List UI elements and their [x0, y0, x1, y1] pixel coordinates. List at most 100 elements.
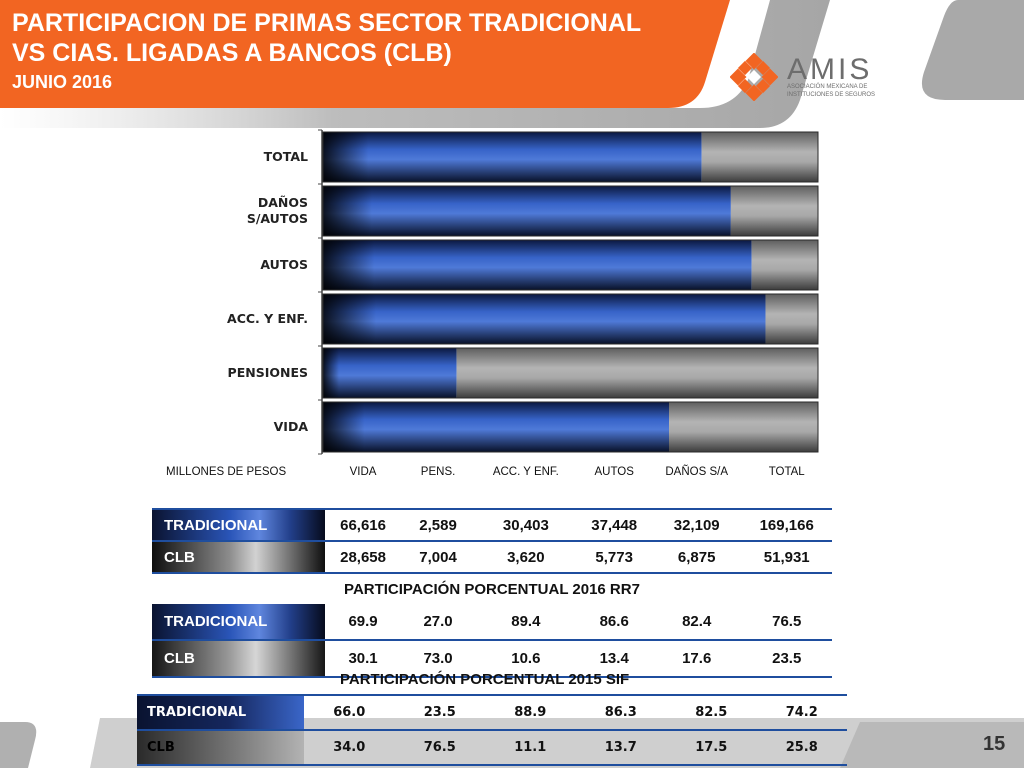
sif-table: TRADICIONAL 66.0 23.5 88.9 86.3 82.5 74.…: [137, 694, 847, 766]
table-cell: 82.5: [666, 694, 757, 731]
table-cell: 66.0: [304, 694, 395, 731]
table-cell: 82.4: [651, 604, 742, 641]
y-tick-label: TOTAL: [180, 149, 308, 165]
table-cell: 25.8: [756, 729, 847, 766]
bar-segment: [323, 294, 766, 344]
logo-name: AMIS: [787, 53, 873, 86]
bar-segment: [701, 132, 818, 182]
table-cell: 17.6: [651, 640, 742, 678]
table-cell: 73.0: [400, 640, 476, 678]
row-label-clb: CLB: [137, 729, 304, 766]
table-cell: 51,931: [741, 541, 832, 574]
page-title: PARTICIPACION DE PRIMAS SECTOR TRADICION…: [12, 8, 641, 68]
y-tick-label: ACC. Y ENF.: [180, 311, 308, 327]
bar-segment: [751, 240, 818, 290]
bar-segment-shade: [323, 132, 702, 182]
table-header-cell: VIDA: [325, 458, 401, 510]
table-cell: 10.6: [475, 640, 577, 678]
y-tick-label: AUTOS: [180, 257, 308, 273]
table-cell: 6,875: [651, 541, 742, 574]
logo-tagline-line-2: INSTITUCIONES DE SEGUROS: [787, 92, 876, 98]
table-header-cell: TOTAL: [741, 458, 832, 510]
title-line-2: VS CIAS. LIGADAS A BANCOS (CLB): [12, 39, 452, 67]
bar-segment: [323, 132, 702, 182]
bar-segment-shade: [323, 402, 670, 452]
table-row: CLB 34.0 76.5 11.1 13.7 17.5 25.8: [137, 729, 847, 766]
bar-segment: [765, 294, 818, 344]
sif-section-title: PARTICIPACIÓN PORCENTUAL 2015 SIF: [340, 671, 630, 688]
amis-logo: AMIS ASOCIACIÓN MEXICANA DE INSTITUCIONE…: [730, 53, 880, 101]
y-tick-label-line: ACC. Y ENF.: [227, 311, 308, 326]
table-cell: 27.0: [400, 604, 476, 641]
bar-segment-shade: [323, 294, 766, 344]
table-row: TRADICIONAL 66.0 23.5 88.9 86.3 82.5 74.…: [137, 694, 847, 731]
table-header-cell: DAÑOS S/A: [651, 458, 742, 510]
title-line-1: PARTICIPACION DE PRIMAS SECTOR TRADICION…: [12, 9, 642, 37]
y-tick-label: DAÑOS S/AUTOS: [180, 195, 308, 227]
table-cell: 66,616: [325, 509, 401, 542]
table-section-title-row: PARTICIPACIÓN PORCENTUAL 2016 RR7: [152, 573, 832, 604]
bar-segment: [730, 186, 818, 236]
bar-outline: [322, 401, 819, 453]
table-cell: 28,658: [325, 541, 401, 574]
row-label-tradicional: TRADICIONAL: [152, 604, 326, 641]
table-cell: 76.5: [741, 604, 832, 641]
table-cell: 86.3: [575, 694, 666, 731]
table-header-row: MILLONES DE PESOS VIDA PENS. ACC. Y ENF.…: [152, 458, 832, 510]
bar-segment: [323, 402, 670, 452]
table-cell: 5,773: [576, 541, 652, 574]
table-cell: 13.4: [576, 640, 652, 678]
row-label-tradicional: TRADICIONAL: [137, 694, 304, 731]
row-label-clb: CLB: [152, 541, 326, 574]
table-cell: 11.1: [485, 729, 576, 766]
row-label-clb: CLB: [152, 640, 326, 678]
table-row: TRADICIONAL 66,616 2,589 30,403 37,448 3…: [152, 509, 832, 542]
bar-outline: [322, 347, 819, 399]
y-tick-label: PENSIONES: [180, 365, 308, 381]
bar-outline: [322, 131, 819, 183]
table-cell: 76.5: [394, 729, 485, 766]
page-subtitle: JUNIO 2016: [12, 72, 113, 92]
table-cell: 88.9: [485, 694, 576, 731]
primas-table: MILLONES DE PESOS VIDA PENS. ACC. Y ENF.…: [152, 458, 832, 678]
table-row: CLB 28,658 7,004 3,620 5,773 6,875 51,93…: [152, 541, 832, 574]
bar-segment-shade: [323, 348, 457, 398]
table-cell: 23.5: [394, 694, 485, 731]
bar-segment: [456, 348, 818, 398]
logo-tagline-line-1: ASOCIACIÓN MEXICANA DE: [787, 84, 868, 90]
table-cell: 74.2: [756, 694, 847, 731]
table-cell: 30,403: [475, 509, 577, 542]
amis-logo-icon: [730, 53, 778, 101]
table-cell: 3,620: [475, 541, 577, 574]
table-cell: 37,448: [576, 509, 652, 542]
table-cell: 13.7: [575, 729, 666, 766]
table-header-cell: ACC. Y ENF.: [475, 458, 577, 510]
y-tick-label: VIDA: [180, 419, 308, 435]
table-header-cell: MILLONES DE PESOS: [152, 458, 326, 510]
y-tick-label-line: S/AUTOS: [246, 211, 308, 226]
bar-outline: [322, 185, 819, 237]
table-cell: 169,166: [741, 509, 832, 542]
bar-outline: [322, 239, 819, 291]
y-tick-label-line: TOTAL: [263, 149, 308, 164]
bar-segment-shade: [323, 186, 731, 236]
bar-segment: [669, 402, 818, 452]
bar-segment: [323, 348, 457, 398]
table-cell: 2,589: [400, 509, 476, 542]
table-cell: 30.1: [325, 640, 401, 678]
rr7-section-title: PARTICIPACIÓN PORCENTUAL 2016 RR7: [344, 580, 640, 598]
table-cell: 32,109: [651, 509, 742, 542]
table-cell: 34.0: [304, 729, 395, 766]
corner-gray-tab: [921, 0, 1024, 100]
table-header-cell: AUTOS: [576, 458, 652, 510]
table-cell: 89.4: [475, 604, 577, 641]
table-cell: 86.6: [576, 604, 652, 641]
table-header-cell: PENS.: [400, 458, 476, 510]
bar-segment: [323, 240, 752, 290]
table-row: TRADICIONAL 69.9 27.0 89.4 86.6 82.4 76.…: [152, 604, 832, 641]
bar-outline: [322, 293, 819, 345]
y-tick-label-line: AUTOS: [260, 257, 308, 272]
footer-left-tab: [0, 722, 37, 768]
table-cell: 17.5: [666, 729, 757, 766]
y-tick-label-line: VIDA: [273, 419, 308, 434]
